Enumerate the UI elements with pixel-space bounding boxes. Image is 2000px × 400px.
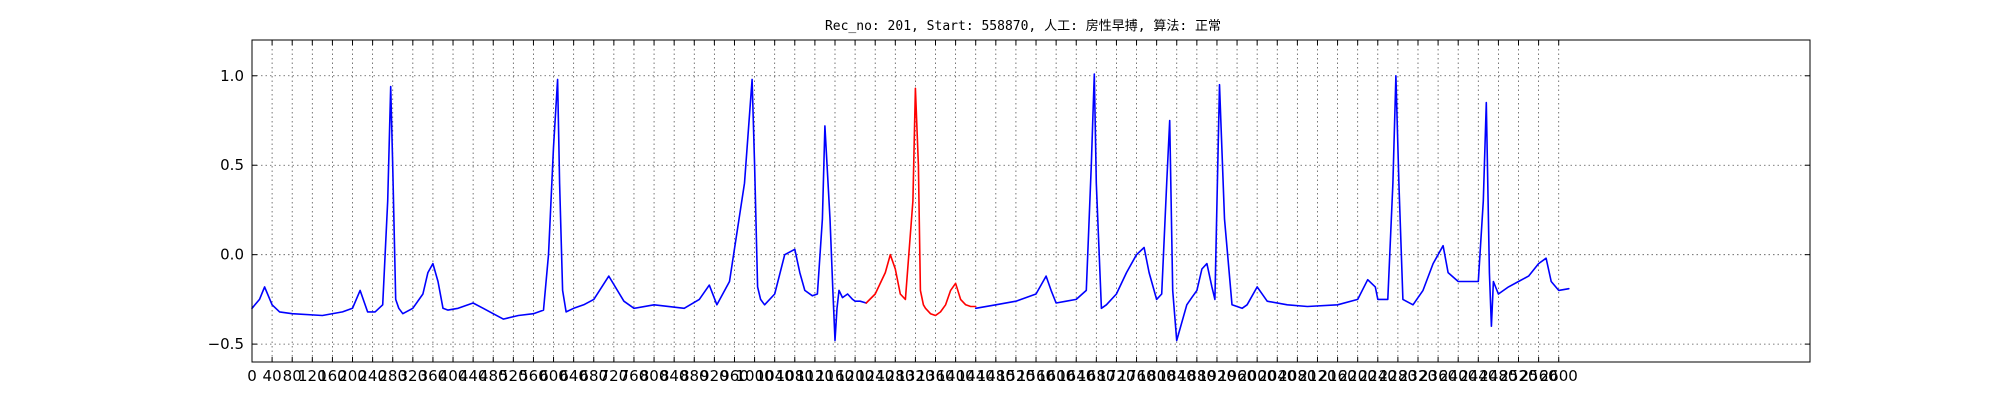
x-tick-label: 560 bbox=[519, 367, 548, 385]
x-tick-label: 520 bbox=[499, 367, 528, 385]
x-tick-label: 2360 bbox=[1419, 367, 1457, 385]
x-tick-label: 120 bbox=[298, 367, 327, 385]
x-axis-ticks: 0 40 8012016020024028032036040044048052056… bbox=[247, 40, 1578, 385]
x-tick-label: 1840 bbox=[1158, 367, 1196, 385]
x-tick-label: 2040 bbox=[1258, 367, 1296, 385]
x-tick-label: 2520 bbox=[1499, 367, 1537, 385]
x-tick-label: 800 bbox=[640, 367, 669, 385]
y-tick-label: −0.5 bbox=[208, 335, 244, 353]
x-tick-label: 240 bbox=[358, 367, 387, 385]
x-tick-label: 1000 bbox=[735, 367, 773, 385]
x-tick-label: 1120 bbox=[796, 367, 834, 385]
x-tick-label: 400 bbox=[439, 367, 468, 385]
y-tick-label: 0.5 bbox=[220, 156, 244, 174]
x-tick-label: 2000 bbox=[1238, 367, 1276, 385]
chart-title: Rec_no: 201, Start: 558870, 人工: 房性早搏, 算法… bbox=[825, 18, 1221, 34]
x-tick-label: 2600 bbox=[1540, 367, 1578, 385]
x-tick-label: 2560 bbox=[1520, 367, 1558, 385]
x-tick-label: 0 bbox=[247, 367, 257, 385]
x-tick-label: 2280 bbox=[1379, 367, 1417, 385]
grid bbox=[251, 40, 1810, 362]
x-tick-label: 1880 bbox=[1178, 367, 1216, 385]
y-axis-ticks: 1.0 0.5 0.0 −0.5 bbox=[208, 67, 1810, 353]
x-tick-label: 880 bbox=[680, 367, 709, 385]
x-tick-label: 1600 bbox=[1037, 367, 1075, 385]
x-tick-label: 720 bbox=[600, 367, 629, 385]
x-tick-label: 2240 bbox=[1359, 367, 1397, 385]
x-tick-label: 1560 bbox=[1017, 367, 1055, 385]
x-tick-label: 1280 bbox=[876, 367, 914, 385]
x-tick-label: 1240 bbox=[856, 367, 894, 385]
x-tick-label: 2400 bbox=[1439, 367, 1477, 385]
x-tick-label: 480 bbox=[479, 367, 508, 385]
y-tick-label: 0.0 bbox=[220, 246, 244, 264]
x-tick-label: 1960 bbox=[1218, 367, 1256, 385]
x-tick-label: 1080 bbox=[776, 367, 814, 385]
x-tick-label: 160 bbox=[318, 367, 347, 385]
x-tick-label: 80 bbox=[283, 367, 302, 385]
x-tick-label: 2320 bbox=[1399, 367, 1437, 385]
x-tick-label: 1680 bbox=[1077, 367, 1115, 385]
x-tick-label: 2440 bbox=[1459, 367, 1497, 385]
series-layer bbox=[251, 73, 1570, 342]
x-tick-label: 1400 bbox=[937, 367, 975, 385]
plot-frame bbox=[251, 39, 1811, 363]
x-tick-label: 440 bbox=[459, 367, 488, 385]
x-tick-label: 680 bbox=[579, 367, 608, 385]
x-tick-label: 600 bbox=[539, 367, 568, 385]
x-tick-label: 1480 bbox=[977, 367, 1015, 385]
x-tick-label: 360 bbox=[419, 367, 448, 385]
x-tick-label: 2480 bbox=[1479, 367, 1517, 385]
x-tick-label: 2080 bbox=[1278, 367, 1316, 385]
x-tick-label: 40 bbox=[263, 367, 282, 385]
x-tick-label: 840 bbox=[660, 367, 689, 385]
x-tick-label: 1360 bbox=[916, 367, 954, 385]
x-tick-label: 1440 bbox=[957, 367, 995, 385]
x-tick-label: 2160 bbox=[1318, 367, 1356, 385]
x-tick-label: 1720 bbox=[1097, 367, 1135, 385]
x-tick-label: 1760 bbox=[1117, 367, 1155, 385]
x-tick-label: 280 bbox=[378, 367, 407, 385]
x-tick-label: 1040 bbox=[756, 367, 794, 385]
x-tick-label: 1520 bbox=[997, 367, 1035, 385]
x-tick-label: 760 bbox=[620, 367, 649, 385]
ecg-series-line-0 bbox=[251, 78, 868, 342]
x-tick-label: 1640 bbox=[1057, 367, 1095, 385]
x-tick-label: 1320 bbox=[896, 367, 934, 385]
x-tick-label: 960 bbox=[720, 367, 749, 385]
x-tick-label: 2200 bbox=[1339, 367, 1377, 385]
x-tick-label: 2120 bbox=[1298, 367, 1336, 385]
x-tick-label: 1200 bbox=[836, 367, 874, 385]
ecg-series-line-2 bbox=[974, 73, 1570, 342]
x-tick-label: 920 bbox=[700, 367, 729, 385]
ecg-series-line-1 bbox=[865, 87, 977, 317]
x-tick-label: 1920 bbox=[1198, 367, 1236, 385]
x-tick-label: 640 bbox=[559, 367, 588, 385]
x-tick-label: 1800 bbox=[1138, 367, 1176, 385]
y-tick-label: 1.0 bbox=[220, 67, 244, 85]
x-tick-label: 1160 bbox=[816, 367, 854, 385]
x-tick-label: 200 bbox=[338, 367, 367, 385]
x-tick-label: 320 bbox=[399, 367, 428, 385]
